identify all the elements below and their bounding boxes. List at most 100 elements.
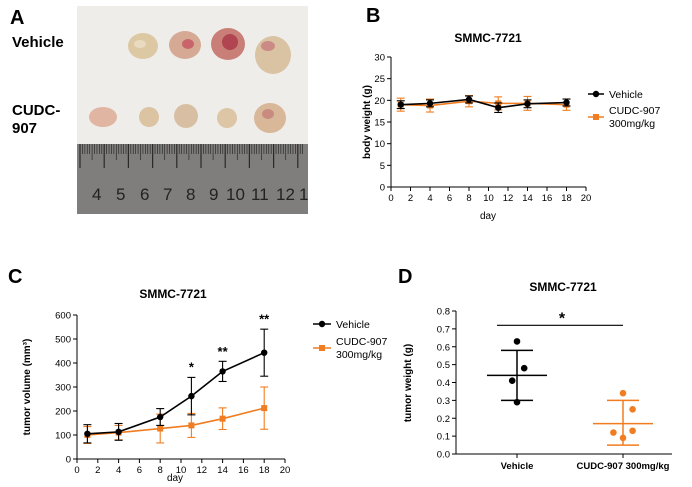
x-tick-label: 10 — [176, 465, 187, 476]
data-point — [610, 429, 617, 436]
series-line — [87, 351, 265, 435]
x-tick-label: 8 — [158, 465, 163, 476]
x-tick-label: 16 — [238, 465, 249, 476]
data-point — [188, 392, 195, 400]
x-tick-label: 18 — [561, 193, 572, 204]
chart-c-plot: 0 2 4 6 8 10 12 14 16 18 200100200300400500600****… — [55, 311, 290, 477]
vehicle-tumors — [128, 28, 291, 74]
legend-marker-cudc — [319, 345, 325, 351]
y-tick-label: 0.7 — [437, 324, 450, 335]
x-tick-label: 20 — [280, 465, 291, 476]
data-point — [520, 364, 528, 372]
data-point — [84, 430, 91, 437]
legend-label-vehicle: Vehicle — [609, 89, 643, 101]
panel-b: B SMMC-7721 0 2 4 6 8 10 12 14 16 18 20 0 5 10 15 20 25 3… — [362, 5, 661, 222]
cudc-tumors — [89, 103, 286, 133]
x-tick-label: 14 — [217, 465, 228, 476]
y-tick-label: 300 — [55, 383, 71, 394]
panel-a: A Vehicle CUDC- 907 — [10, 6, 308, 214]
y-tick-label: 0.4 — [437, 378, 450, 389]
row-label-vehicle: Vehicle — [12, 34, 64, 51]
data-point — [629, 406, 636, 413]
ruler-ticks — [79, 144, 303, 168]
ruler-number: 9 — [209, 185, 218, 204]
data-point — [261, 349, 268, 356]
y-tick-label: 0 — [380, 183, 385, 194]
chart-b-legend: Vehicle CUDC-907 300mg/kg — [588, 89, 661, 130]
panel-a-letter: A — [10, 7, 24, 29]
ruler — [77, 144, 308, 214]
significance-marker: ** — [218, 344, 229, 359]
x-tick-label: 0 — [74, 465, 79, 476]
significance-marker: ** — [259, 311, 270, 326]
y-tick-label: 500 — [55, 335, 71, 346]
x-tick-label: 16 — [542, 193, 553, 204]
y-tick-label: 0.1 — [437, 432, 450, 443]
y-tick-label: 0.0 — [437, 450, 450, 461]
significance-marker: * — [559, 310, 566, 327]
y-tick-label: 400 — [55, 359, 71, 370]
ruler-number: 1 — [299, 185, 308, 204]
tumor-image — [255, 36, 291, 74]
chart-c-title: SMMC-7721 — [139, 287, 207, 301]
panel-c: C SMMC-7721 0 2 4 6 8 10 12 14 16 18 2001002003004… — [8, 266, 388, 484]
legend-marker-vehicle — [592, 90, 600, 98]
x-category-label: Vehicle — [501, 461, 534, 472]
x-tick-label: 0 — [388, 193, 393, 204]
x-tick-label: 6 — [447, 193, 452, 204]
x-tick-label: 10 — [483, 193, 494, 204]
data-point — [495, 104, 502, 111]
significance-marker: * — [189, 359, 195, 374]
x-tick-label: 2 — [95, 465, 100, 476]
data-point — [619, 389, 627, 397]
data-point — [619, 434, 627, 442]
x-tick-label: 8 — [466, 193, 471, 204]
panel-d-letter: D — [398, 266, 412, 288]
y-tick-label: 600 — [55, 311, 71, 322]
y-tick-label: 0.3 — [437, 396, 450, 407]
ruler-number: 10 — [226, 185, 245, 204]
legend-label-cudc-2: 300mg/kg — [609, 118, 655, 130]
ruler-number: 8 — [186, 185, 195, 204]
chart-d-ylabel: tumor weight (g) — [403, 344, 414, 422]
chart-b-ylabel: body weight (g) — [362, 85, 373, 159]
data-point — [115, 428, 122, 436]
y-tick-label: 0.6 — [437, 342, 450, 353]
chart-c-xlabel: day — [167, 473, 183, 484]
x-tick-label: 4 — [116, 465, 121, 476]
y-tick-label: 5 — [380, 161, 385, 172]
x-tick-label: 14 — [522, 193, 533, 204]
legend-label-cudc-1: CUDC-907 — [609, 105, 661, 117]
data-point — [513, 398, 521, 406]
data-point — [157, 425, 164, 432]
y-tick-label: 15 — [374, 118, 385, 129]
chart-b-title: SMMC-7721 — [454, 31, 522, 45]
panel-c-letter: C — [8, 266, 22, 288]
legend-label-cudc-2: 300mg/kg — [336, 349, 382, 361]
data-point — [426, 100, 434, 107]
x-tick-label: 2 — [408, 193, 413, 204]
y-tick-label: 0.5 — [437, 360, 450, 371]
data-point — [513, 338, 521, 345]
y-tick-label: 0 — [66, 455, 71, 466]
x-tick-label: 4 — [427, 193, 432, 204]
data-point — [563, 99, 570, 106]
data-point — [219, 415, 226, 422]
row-label-cudc-line2: 907 — [12, 120, 37, 137]
y-tick-label: 100 — [55, 431, 71, 442]
x-tick-label: 20 — [581, 193, 592, 204]
x-tick-label: 12 — [197, 465, 208, 476]
tumor-image — [89, 107, 117, 127]
legend-marker-cudc — [593, 114, 599, 120]
ruler-numbers: 4 5 6 7 8 9 10 11 12 1 — [92, 185, 308, 204]
panel-b-letter: B — [366, 5, 380, 27]
x-category-label: CUDC-907 300mg/kg — [577, 461, 670, 472]
ruler-number: 5 — [116, 185, 125, 204]
chart-b-xlabel: day — [480, 211, 496, 222]
y-tick-label: 25 — [374, 74, 385, 85]
y-tick-label: 0.2 — [437, 414, 450, 425]
x-tick-label: 6 — [137, 465, 142, 476]
row-label-cudc-line1: CUDC- — [12, 102, 60, 119]
chart-d-plot: 0.0 0.1 0.2 0.3 0.4 0.5 0.6 0.7 0.8 Vehicle CUDC-9… — [437, 307, 672, 472]
legend-label-vehicle: Vehicle — [336, 319, 370, 331]
